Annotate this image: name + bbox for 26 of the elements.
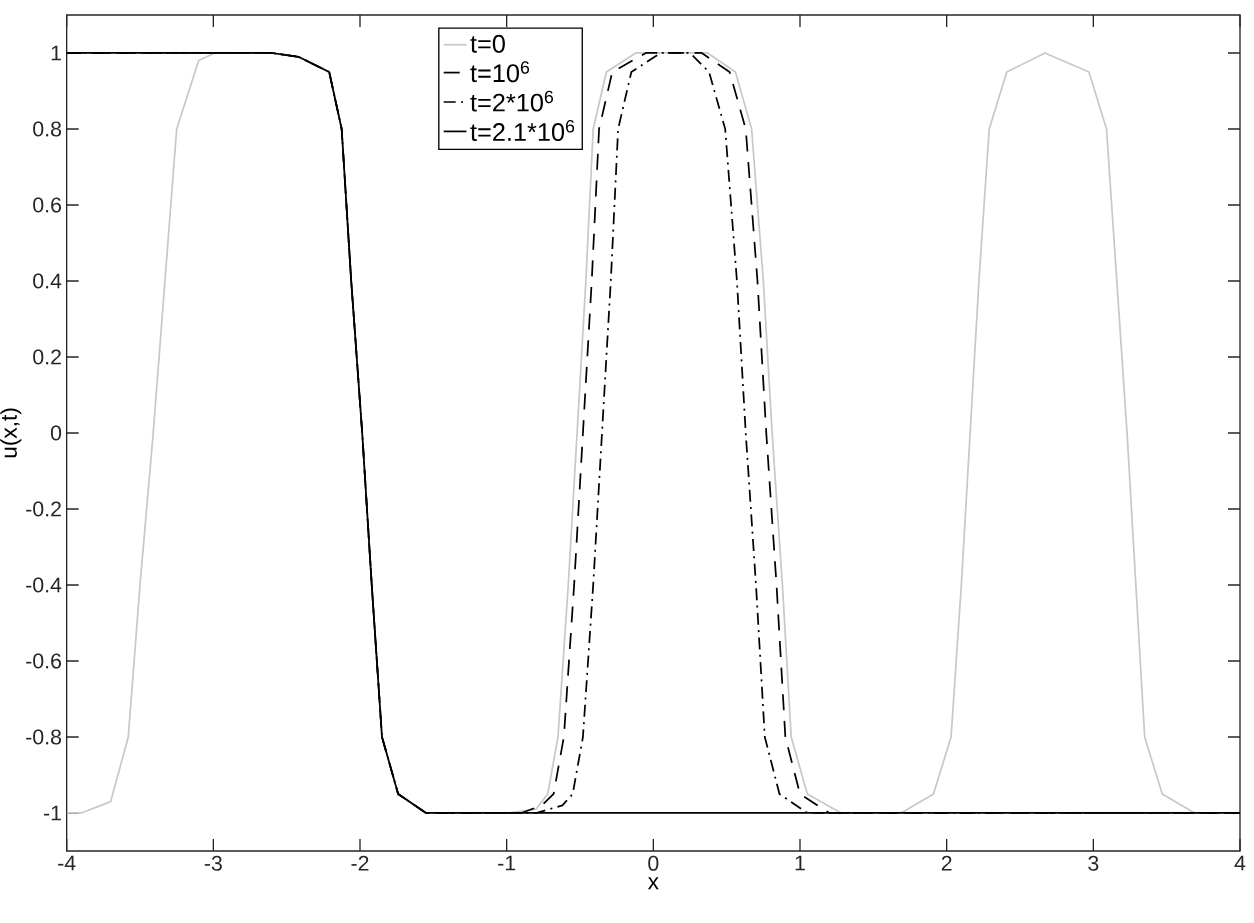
y-tick-label: 0.8 xyxy=(33,121,62,137)
x-tick-label: 3 xyxy=(1088,855,1099,871)
legend-label: t=10$^{6}$ xyxy=(470,61,530,83)
legend-label: t=2.1*10$^{6}$ xyxy=(470,120,575,142)
y-tick-label: 0.2 xyxy=(33,349,61,365)
y-tick-label: -0.6 xyxy=(26,653,62,669)
y-axis-title: u(x,t) xyxy=(0,408,22,458)
x-tick-label: 4 xyxy=(1234,855,1246,871)
y-tick-label: 0.4 xyxy=(33,273,62,289)
y-tick-label: 0.6 xyxy=(33,197,62,213)
y-tick-label: -0.4 xyxy=(26,577,62,593)
x-tick-label: 0 xyxy=(648,855,659,871)
x-axis-title: x xyxy=(647,877,659,890)
y-tick-label: -0.8 xyxy=(26,729,62,745)
x-tick-label: -3 xyxy=(204,855,222,871)
y-tick-label: -0.2 xyxy=(26,501,61,517)
x-tick-label: -1 xyxy=(498,855,516,871)
y-tick-label: -1 xyxy=(43,805,61,821)
legend-label: t=2*10$^{6}$ xyxy=(470,90,554,112)
x-tick-label: 1 xyxy=(795,855,805,871)
x-tick-label: 2 xyxy=(941,855,952,871)
y-tick-label: 0 xyxy=(50,425,62,441)
y-tick-label: 1 xyxy=(51,45,61,61)
x-tick-label: -2 xyxy=(351,855,369,871)
legend-label: t=0 xyxy=(470,34,505,53)
x-tick-label: -4 xyxy=(58,855,76,871)
